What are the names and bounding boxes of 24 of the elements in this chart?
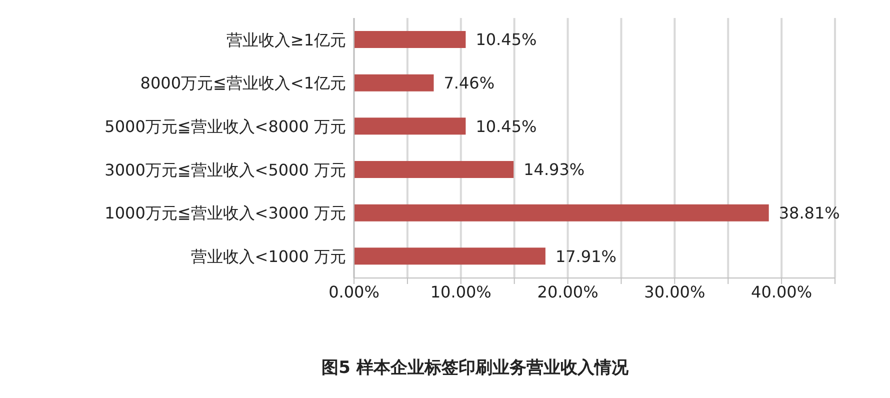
bar (354, 74, 434, 92)
data-label: 14.93% (524, 160, 585, 180)
x-tick-label: 40.00% (751, 282, 812, 302)
y-tick-label: 3000万元≦营业收入<5000 万元 (104, 160, 346, 180)
text: 图5 样本企业标签印刷业务营业收入情况 (320, 357, 630, 379)
x-tick-label: 30.00% (644, 282, 706, 302)
y-tick-label: 营业收入≥1亿元 (226, 30, 346, 50)
x-tick-label: 20.00% (537, 282, 598, 302)
x-tick-label: 0.00% (328, 282, 380, 302)
bar (354, 248, 546, 265)
bar (354, 204, 769, 222)
data-label: 10.45% (476, 116, 537, 136)
bar (354, 161, 514, 178)
y-tick-label: 5000万元≦营业收入<8000 万元 (104, 117, 346, 136)
y-tick-label: 8000万元≦营业收入<1亿元 (140, 74, 346, 93)
data-label: 10.45% (476, 30, 537, 50)
x-tick-label: 10.00% (430, 282, 492, 302)
y-tick-label: 1000万元≦营业收入<3000 万元 (104, 204, 346, 223)
bar (354, 31, 466, 48)
y-tick-label: 营业收入<1000 万元 (190, 247, 346, 266)
bar (354, 118, 466, 135)
data-label: 7.46% (444, 74, 495, 93)
data-label: 17.91% (555, 246, 616, 266)
data-label: 38.81% (778, 204, 840, 223)
